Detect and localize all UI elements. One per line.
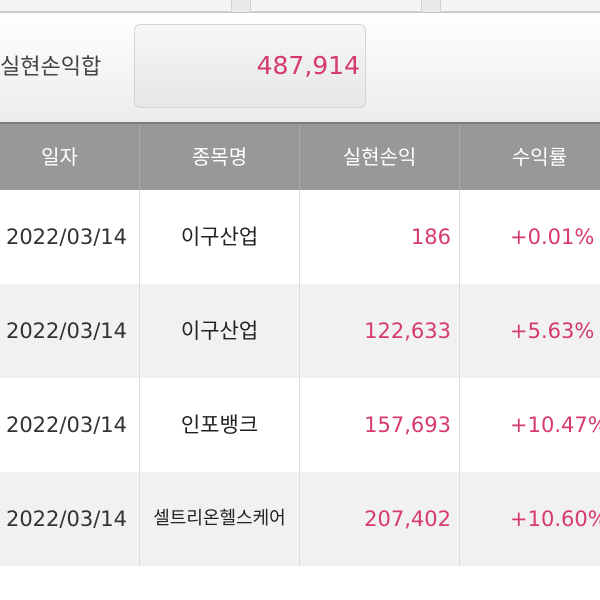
cell-date: 2022/03/14 (0, 378, 140, 472)
cell-rate: +10.60% (460, 472, 600, 566)
summary-bar: 실현손익합 487,914 (0, 13, 600, 122)
cell-name: 인포뱅크 (140, 378, 300, 472)
top-tab-strip (0, 0, 600, 13)
tab[interactable] (440, 0, 600, 12)
realized-pl-total-label: 실현손익합 (0, 55, 102, 80)
header-rate[interactable]: 수익률 (460, 124, 600, 190)
cell-date: 2022/03/14 (0, 284, 140, 378)
header-name[interactable]: 종목명 (140, 124, 300, 190)
cell-name: 셀트리온헬스케어 (140, 472, 300, 566)
header-pl[interactable]: 실현손익 (300, 124, 460, 190)
realized-pl-total-value: 487,914 (134, 24, 366, 108)
realized-pl-table: 일자 종목명 실현손익 수익률 2022/03/14 이구산업 186 +0.0… (0, 122, 600, 566)
cell-name: 이구산업 (140, 190, 300, 284)
table-row[interactable]: 2022/03/14 이구산업 122,633 +5.63% (0, 284, 600, 378)
cell-date: 2022/03/14 (0, 472, 140, 566)
cell-pl: 207,402 (300, 472, 460, 566)
cell-name: 이구산업 (140, 284, 300, 378)
cell-rate: +10.47% (460, 378, 600, 472)
cell-date: 2022/03/14 (0, 190, 140, 284)
table-row[interactable]: 2022/03/14 인포뱅크 157,693 +10.47% (0, 378, 600, 472)
cell-pl: 186 (300, 190, 460, 284)
cell-rate: +0.01% (460, 190, 600, 284)
cell-rate: +5.63% (460, 284, 600, 378)
tab[interactable] (0, 0, 232, 12)
cell-pl: 157,693 (300, 378, 460, 472)
table-row[interactable]: 2022/03/14 이구산업 186 +0.01% (0, 190, 600, 284)
table-row[interactable]: 2022/03/14 셀트리온헬스케어 207,402 +10.60% (0, 472, 600, 566)
header-date[interactable]: 일자 (0, 124, 140, 190)
cell-pl: 122,633 (300, 284, 460, 378)
tab[interactable] (250, 0, 422, 12)
table-header: 일자 종목명 실현손익 수익률 (0, 122, 600, 190)
